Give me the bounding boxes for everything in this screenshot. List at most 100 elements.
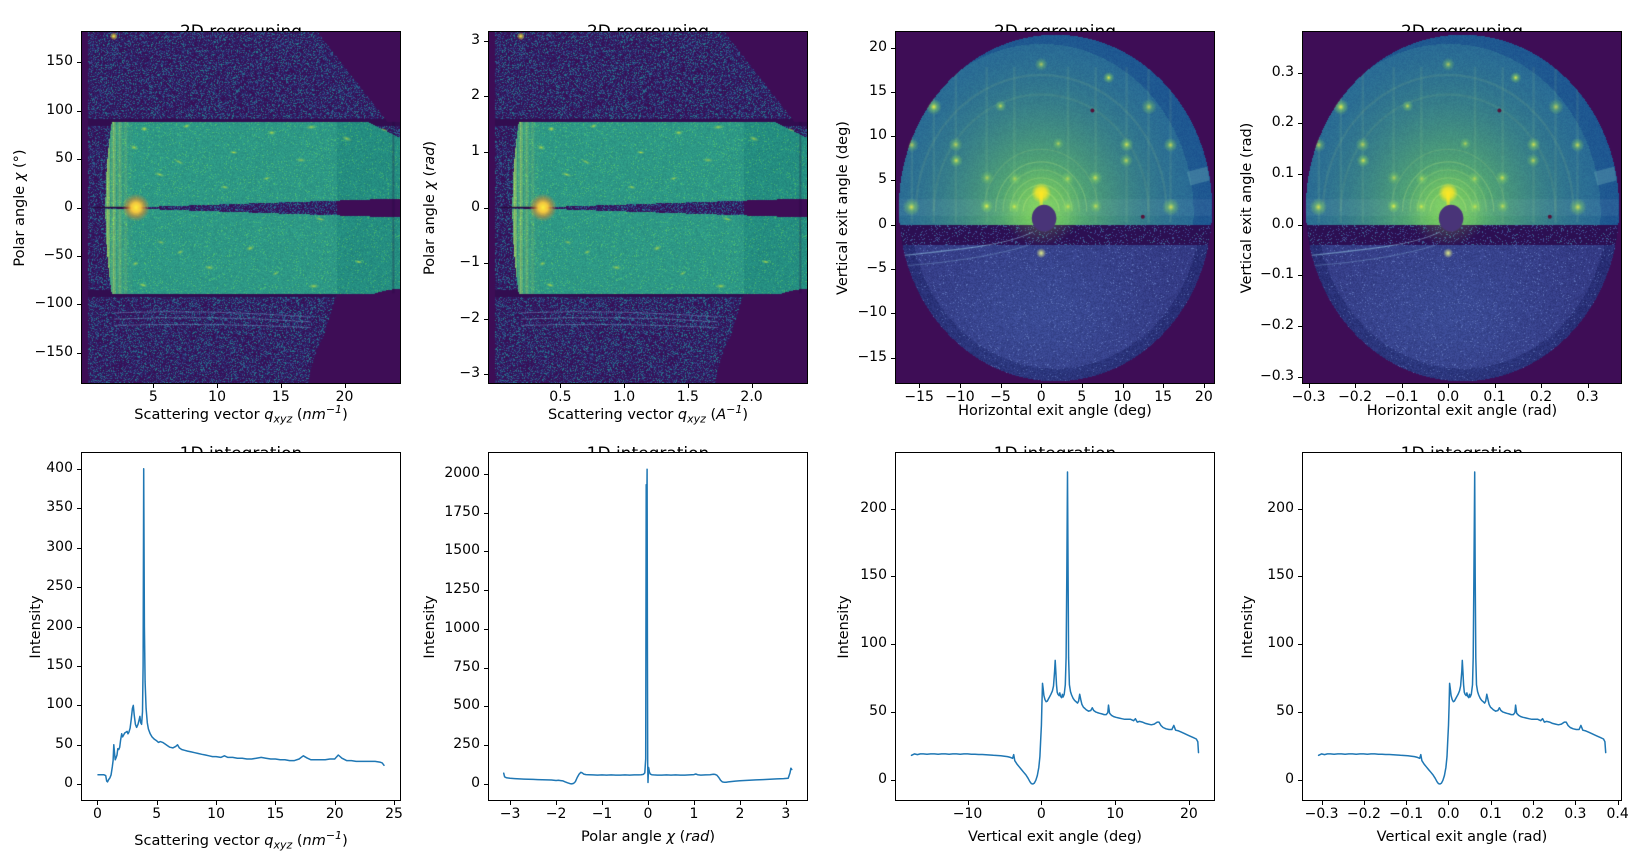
x-tick-label: 3 [781,806,791,822]
x-tick-mark [156,801,158,805]
x-tick-label: 0.5 [549,389,572,405]
detector-2d-image [1303,32,1621,383]
y-tick-label: 300 [46,538,73,555]
y-tick-mark [1298,72,1302,74]
y-tick-mark [484,374,488,376]
y-tick-label: 100 [860,635,887,652]
x-tick-mark [97,801,99,805]
x-tick-mark [1575,801,1577,805]
x-tick-mark [216,801,218,805]
y-tick-label: 1750 [444,503,480,520]
y-tick-mark [484,551,488,553]
intensity-curve [910,471,1200,785]
x-tick-mark [1308,384,1310,388]
x-tick-label: 5 [1077,389,1087,405]
x-tick-label: 0.4 [1606,806,1629,822]
y-tick-mark [891,224,895,226]
y-tick-label: 3 [471,31,480,48]
intensity-curve [97,468,385,783]
y-tick-label: 250 [453,736,480,752]
x-tick-mark [1355,384,1357,388]
x-tick-mark [959,384,961,388]
y-tick-label: −100 [34,295,73,312]
x-tick-label: 0.3 [1576,389,1599,405]
y-tick-mark [77,705,81,707]
x-tick-label: −5 [990,389,1011,405]
y-tick-label: 150 [860,567,887,584]
y-tick-label: −2 [459,309,480,326]
x-axis-label: Vertical exit angle (rad) [1376,829,1548,845]
y-tick-mark [77,62,81,64]
x-tick-mark [1401,384,1403,388]
x-tick-mark [1533,801,1535,805]
plot-area [488,452,808,801]
y-tick-label: −50 [43,246,73,263]
y-tick-mark [891,711,895,713]
regrouped-2d-image [82,32,400,383]
x-tick-label: 0 [643,806,653,822]
y-tick-label: 20 [869,38,887,55]
y-tick-mark [77,665,81,667]
x-tick-label: −2 [545,806,567,822]
y-tick-mark [1298,576,1302,578]
x-axis-label: Polar angle χ (rad) [580,829,716,845]
plot-area [1302,31,1622,384]
x-tick-mark [334,801,336,805]
y-tick-label: 0 [64,775,73,792]
x-tick-mark [751,384,753,388]
x-tick-mark [1363,801,1365,805]
intensity-curve [502,468,793,785]
y-tick-mark [484,151,488,153]
y-tick-mark [891,644,895,646]
y-tick-mark [77,744,81,746]
x-tick-label: 0.1 [1483,389,1506,405]
y-tick-label: 150 [1267,567,1294,584]
y-tick-label: 350 [46,499,73,516]
y-tick-mark [891,269,895,271]
x-tick-mark [785,801,787,805]
x-tick-label: 1.0 [612,389,636,405]
x-tick-label: 1.5 [676,389,699,405]
y-tick-label: 50 [55,150,73,167]
y-tick-label: 1250 [444,581,480,598]
y-tick-label: −0.1 [1260,266,1294,283]
y-tick-label: 0.0 [1271,215,1294,232]
x-tick-mark [1617,801,1619,805]
y-tick-label: 2000 [444,464,480,481]
x-tick-label: −0.1 [1389,806,1424,822]
y-tick-label: 250 [46,578,73,595]
x-tick-mark [1406,801,1408,805]
x-tick-label: 0.1 [1479,806,1502,822]
y-tick-mark [891,313,895,315]
y-tick-label: 100 [1267,635,1294,652]
line-plot [1317,471,1607,785]
x-tick-label: 5 [148,389,158,405]
y-tick-mark [77,159,81,161]
y-tick-mark [1298,174,1302,176]
plot-area [81,452,401,801]
y-tick-label: 0.2 [1271,114,1294,131]
x-tick-mark [1203,384,1205,388]
plot-area [895,31,1215,384]
y-tick-label: 1000 [444,619,480,636]
x-tick-label: 15 [1154,389,1173,405]
y-tick-mark [77,207,81,209]
x-tick-mark [739,801,741,805]
plot-area [895,452,1215,801]
x-tick-label: 0 [92,806,102,822]
y-tick-label: 150 [46,656,73,673]
y-tick-label: 750 [453,658,480,675]
detector-2d-image [896,32,1214,383]
x-tick-mark [1115,801,1117,805]
x-tick-mark [1188,801,1190,805]
y-tick-mark [1298,376,1302,378]
y-tick-mark [77,547,81,549]
plot-area [488,31,808,384]
x-tick-mark [1541,384,1543,388]
y-tick-label: −15 [857,348,887,365]
y-tick-mark [1298,224,1302,226]
x-tick-label: −0.3 [1304,806,1339,822]
y-tick-label: −5 [866,260,887,277]
line-plot [502,468,793,785]
y-tick-mark [484,745,488,746]
